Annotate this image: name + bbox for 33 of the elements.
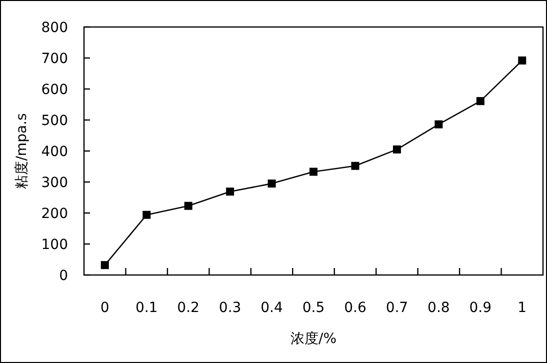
- x-tick-label: 0.8: [428, 300, 450, 316]
- x-tick-label: 0: [100, 300, 110, 316]
- point: [100, 261, 109, 270]
- x-tick-label: 0.7: [386, 300, 408, 316]
- point: [184, 202, 192, 210]
- y-tick-label: 0: [59, 268, 68, 284]
- point: [142, 210, 151, 219]
- point: [268, 180, 276, 188]
- y-tick-label: 500: [41, 113, 68, 129]
- x-tick-label: 0.5: [302, 300, 325, 316]
- point: [351, 162, 360, 170]
- y-tick-label: 700: [41, 51, 68, 67]
- x-axis-title: 浓度/%: [290, 331, 337, 347]
- x-tick-label: 0.9: [469, 300, 492, 316]
- point: [518, 56, 526, 64]
- x-tick-label: 0.6: [344, 300, 366, 316]
- x-tick-label: 0.1: [135, 300, 158, 316]
- point: [392, 145, 401, 154]
- y-axis-title: 粘度/mpa.s: [14, 113, 30, 189]
- y-tick-label: 800: [41, 20, 68, 36]
- x-tick-label: 0.4: [260, 300, 283, 316]
- y-tick-label: 100: [41, 237, 68, 253]
- point: [310, 168, 318, 176]
- point: [476, 97, 484, 106]
- point: [226, 188, 234, 196]
- x-tick-label: 0.3: [218, 300, 242, 316]
- point: [434, 120, 443, 128]
- x-tick-label: 1: [518, 300, 527, 316]
- y-tick-label: 600: [41, 82, 68, 98]
- y-tick-label: 400: [41, 144, 68, 160]
- x-tick-label: 0.2: [177, 300, 200, 316]
- y-tick-label: 300: [41, 175, 68, 191]
- y-tick-label: 200: [41, 206, 68, 222]
